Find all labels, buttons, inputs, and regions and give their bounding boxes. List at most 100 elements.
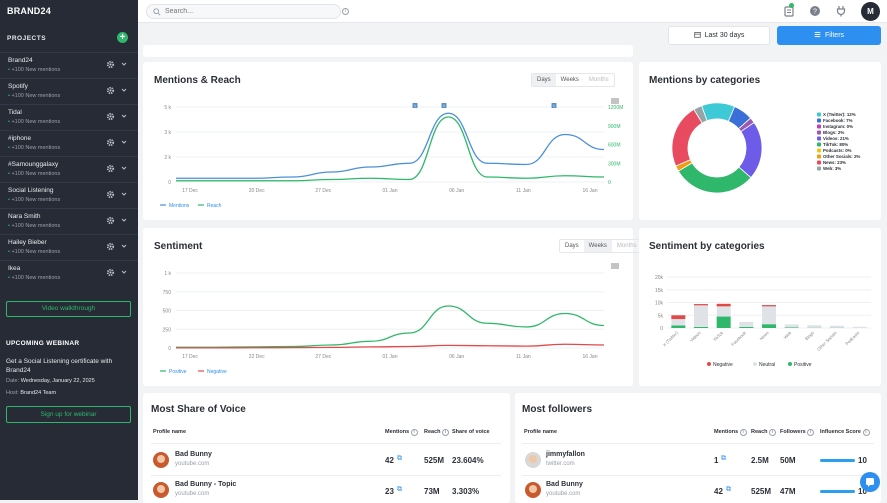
avatar[interactable] [525, 452, 541, 468]
chevron-down-icon[interactable] [121, 217, 127, 223]
col-influence: Influence Score i [820, 429, 870, 436]
brand-logo[interactable]: BRAND24 [7, 6, 51, 16]
sidebar-item-project[interactable]: Nara Smith• +100 New mentions [0, 208, 138, 234]
avatar[interactable] [153, 482, 169, 498]
chat-button[interactable] [860, 472, 880, 492]
gear-icon[interactable] [106, 190, 115, 199]
profile-name[interactable]: Bad Bunny [546, 481, 583, 488]
col-followers: Followers i [780, 429, 814, 436]
y-tick-label: 2 k [164, 155, 171, 161]
x-tick-label: 16 Jan [582, 188, 597, 194]
x-tick-label: 11 Jan [516, 188, 531, 194]
gear-icon[interactable] [106, 60, 115, 69]
sidebar-item-project[interactable]: Hailey Bieber• +100 New mentions [0, 234, 138, 260]
gear-icon[interactable] [106, 242, 115, 251]
profile-name[interactable]: jimmyfallon [546, 451, 585, 458]
filters-button[interactable]: Filters [777, 26, 881, 45]
tab-weeks[interactable]: Weeks [584, 240, 612, 252]
info-icon[interactable]: i [342, 8, 349, 15]
sentiment-categories-title: Sentiment by categories [649, 241, 765, 252]
tab-days[interactable]: Days [532, 74, 556, 86]
external-link-icon[interactable]: ⧉ [721, 455, 726, 463]
profile-name[interactable]: Bad Bunny - Topic [175, 481, 236, 488]
chevron-down-icon[interactable] [121, 87, 127, 93]
bar-segment-neutral [762, 306, 776, 324]
project-mentions: • +100 New mentions [8, 275, 60, 281]
legend-label: Web: 3% [823, 166, 841, 171]
external-link-icon[interactable]: ⧉ [397, 455, 402, 463]
search-box[interactable] [146, 4, 341, 19]
share-value: 23.604% [452, 456, 484, 465]
legend-marker [753, 362, 757, 366]
date-range-button[interactable]: Last 30 days [668, 26, 770, 45]
project-mentions: • +100 New mentions [8, 67, 60, 73]
sidebar-item-project[interactable]: Social Listening• +100 New mentions [0, 182, 138, 208]
sidebar-item-project[interactable]: Brand24• +100 New mentions [0, 52, 138, 78]
project-name: Spotify [8, 83, 28, 90]
y-tick-label: 20k [655, 275, 664, 281]
tab-days[interactable]: Days [560, 240, 584, 252]
gear-icon[interactable] [106, 268, 115, 277]
legend-marker [817, 143, 821, 147]
mentions-value: 42 [714, 487, 723, 496]
series-line-mentions [176, 113, 604, 178]
profile-name[interactable]: Bad Bunny [175, 451, 212, 458]
col-profile: Profile name [524, 429, 557, 435]
legend-marker [817, 125, 821, 129]
project-name: #Samounggalaxy [8, 161, 58, 168]
external-link-icon[interactable]: ⧉ [726, 486, 731, 494]
gear-icon[interactable] [106, 138, 115, 147]
legend-label: Podcasts: 0% [823, 148, 852, 153]
gear-icon[interactable] [106, 164, 115, 173]
video-walkthrough-button[interactable]: Video walkthrough [6, 301, 131, 317]
help-icon[interactable]: ? [809, 5, 821, 17]
gear-icon[interactable] [106, 112, 115, 121]
tab-weeks[interactable]: Weeks [556, 74, 584, 86]
sidebar-item-project[interactable]: Tidal• +100 New mentions [0, 104, 138, 130]
x-tick-label: 20 Dec [249, 188, 265, 194]
chevron-down-icon[interactable] [121, 113, 127, 119]
sidebar-item-project[interactable]: #Samounggalaxy• +100 New mentions [0, 156, 138, 182]
signup-webinar-button[interactable]: Sign up for webinar [6, 406, 131, 423]
legend-marker [817, 155, 821, 159]
x-tick-label: X (Twitter) [662, 330, 680, 348]
bar-segment-neutral [717, 306, 731, 316]
external-link-icon[interactable]: ⧉ [397, 486, 402, 494]
categories-title: Mentions by categories [649, 75, 760, 86]
calendar-icon [694, 31, 701, 38]
integrations-icon[interactable] [835, 5, 847, 17]
search-input[interactable] [165, 6, 325, 17]
profile-source: youtube.com [175, 461, 209, 467]
add-project-button[interactable]: + [117, 32, 128, 43]
project-name: #iphone [8, 135, 31, 142]
chevron-down-icon[interactable] [121, 165, 127, 171]
sidebar-item-project[interactable]: Spotify• +100 New mentions [0, 78, 138, 104]
sidebar-item-project[interactable]: Ikea• +100 New mentions [0, 260, 138, 286]
legend-marker [817, 137, 821, 141]
avatar[interactable] [153, 452, 169, 468]
chevron-down-icon[interactable] [121, 243, 127, 249]
categories-donut-chart: X (Twitter): 12%Facebook: 7%Instagram: 0… [639, 90, 881, 220]
chevron-down-icon[interactable] [121, 61, 127, 67]
x-tick-label: 16 Jan [582, 354, 597, 360]
chat-icon [860, 472, 880, 492]
x-tick-label: Blogs [804, 330, 815, 341]
chevron-down-icon[interactable] [121, 139, 127, 145]
bar-segment-positive [739, 327, 753, 328]
mentions-value: 23 [385, 487, 394, 496]
chevron-down-icon[interactable] [121, 269, 127, 275]
tab-months[interactable]: Months [584, 74, 614, 86]
x-tick-label: 01 Jan [382, 354, 397, 360]
donut-slice [672, 109, 702, 166]
reach-value: 73M [424, 487, 440, 496]
avatar[interactable] [525, 482, 541, 498]
svg-text:1: 1 [553, 104, 555, 108]
gear-icon[interactable] [106, 86, 115, 95]
user-avatar[interactable]: M [861, 2, 880, 21]
info-icon: i [807, 429, 814, 436]
chevron-down-icon[interactable] [121, 191, 127, 197]
sidebar-item-project[interactable]: #iphone• +100 New mentions [0, 130, 138, 156]
tab-months[interactable]: Months [612, 240, 642, 252]
gear-icon[interactable] [106, 216, 115, 225]
